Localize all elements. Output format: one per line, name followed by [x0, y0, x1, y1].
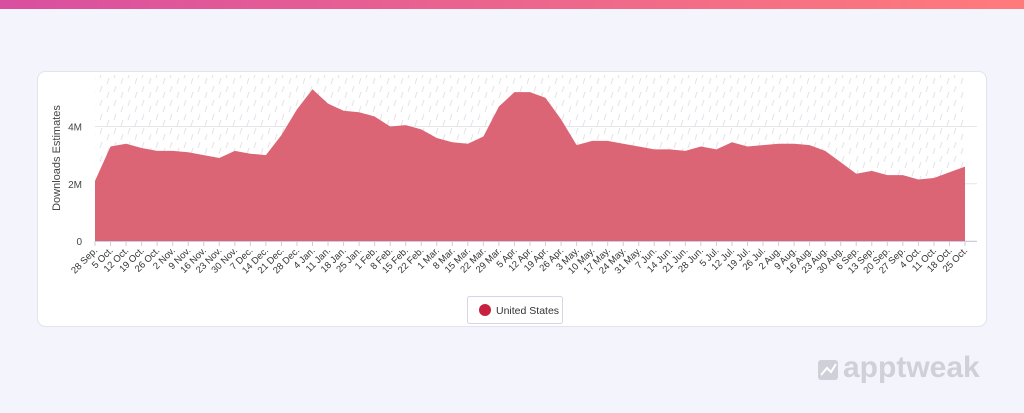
legend-label: United States: [496, 305, 559, 317]
y-axis-label: Downloads Estimates: [51, 105, 63, 211]
watermark-text: apptweak: [843, 351, 980, 384]
y-tick-label: 0: [76, 237, 82, 248]
legend-box: [467, 296, 563, 324]
watermark-icon-line: [820, 363, 837, 376]
legend-swatch: [479, 304, 491, 316]
y-tick-label: 2M: [68, 180, 82, 191]
legend: United States: [467, 296, 563, 324]
top-bar: [0, 0, 1024, 9]
area: [95, 89, 965, 241]
watermark: apptweak: [818, 351, 980, 384]
y-tick-label: 4M: [68, 123, 82, 134]
